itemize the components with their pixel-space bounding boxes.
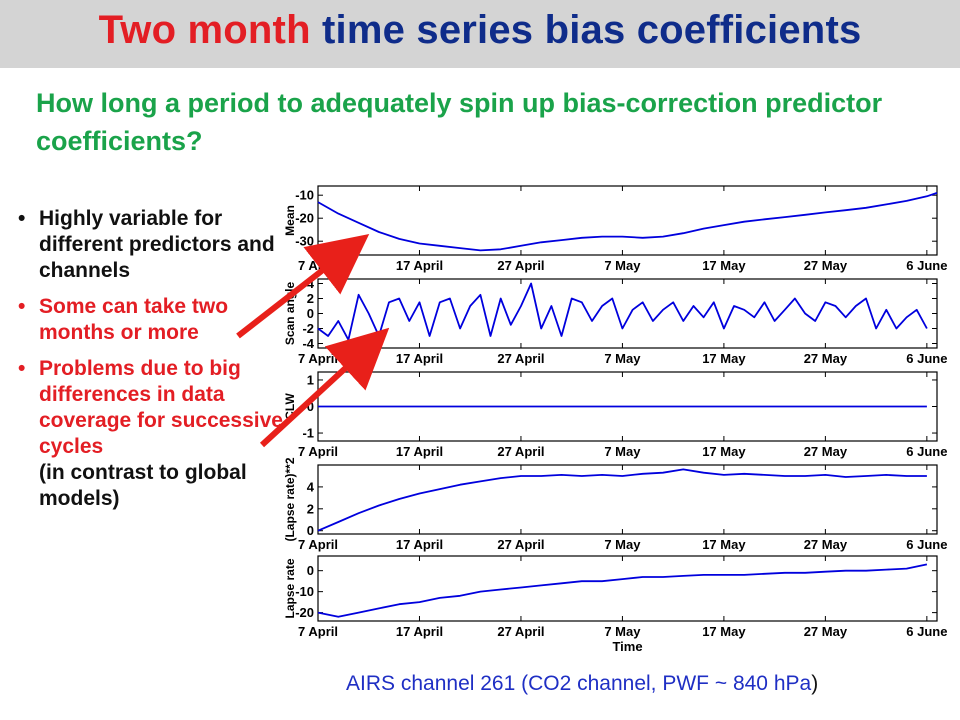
x-tick-label: 17 April xyxy=(396,537,443,552)
bullet-text: Some can take two months or more xyxy=(39,295,229,344)
chart-caption: AIRS channel 261 (CO2 channel, PWF ~ 840… xyxy=(346,672,818,696)
bullet-item: • Problems due to big differences in data… xyxy=(18,356,288,512)
x-tick-label: 7 April xyxy=(298,444,338,459)
x-tick-label: 17 May xyxy=(702,444,746,459)
bullet-text: Highly variable for different predictors… xyxy=(39,207,275,282)
title-red-part: Two month xyxy=(98,8,311,52)
y-tick-label: -20 xyxy=(295,605,314,620)
red-arrow-1 xyxy=(236,233,370,339)
x-tick-label: 7 May xyxy=(604,351,641,366)
title-bar xyxy=(0,0,960,68)
y-tick-label: -30 xyxy=(295,234,314,249)
x-axis-label: Time xyxy=(612,639,642,654)
bullet-item: • Some can take two months or more xyxy=(18,294,288,346)
y-tick-label: 0 xyxy=(307,399,314,414)
x-tick-label: 17 April xyxy=(396,624,443,639)
panel-frame xyxy=(317,185,938,256)
x-tick-label: 7 April xyxy=(298,624,338,639)
x-tick-label: 27 April xyxy=(497,258,544,273)
bullet-item: • Highly variable for different predictor… xyxy=(18,206,288,284)
x-tick-label: 27 May xyxy=(804,537,848,552)
y-axis-label: Lapse rate xyxy=(283,558,297,618)
x-tick-label: 27 May xyxy=(804,258,848,273)
caption-main: AIRS channel 261 (CO2 channel, PWF ~ 840… xyxy=(346,672,812,695)
panel-frame xyxy=(317,278,938,349)
x-tick-label: 17 April xyxy=(396,258,443,273)
y-tick-label: -10 xyxy=(295,188,314,203)
x-tick-label: 6 June xyxy=(906,444,947,459)
chart-panel: 0 -10 -20 7 April 17 April 27 April 7 May 17 Ma… xyxy=(283,555,947,654)
y-axis-label: (Lapse rate)**2 xyxy=(283,457,297,541)
x-tick-label: 7 April xyxy=(298,351,338,366)
x-tick-label: 6 June xyxy=(906,351,947,366)
series-line xyxy=(317,563,928,618)
x-tick-label: 27 April xyxy=(497,624,544,639)
x-tick-label: 27 May xyxy=(804,624,848,639)
caption-close: ) xyxy=(811,672,819,695)
x-tick-label: 17 April xyxy=(396,444,443,459)
red-arrow-2 xyxy=(259,327,390,448)
y-tick-label: 1 xyxy=(307,372,314,387)
x-tick-label: 27 May xyxy=(804,351,848,366)
x-tick-label: 27 April xyxy=(497,537,544,552)
series-line xyxy=(317,468,927,532)
x-tick-label: 6 June xyxy=(906,258,947,273)
y-tick-label: -10 xyxy=(295,584,314,599)
y-tick-label: -20 xyxy=(295,211,314,226)
x-tick-label: 17 May xyxy=(702,537,746,552)
y-tick-label: 2 xyxy=(307,291,314,306)
chart-panel: -10-20-307 April 17 April 27 April 7 May 17 … xyxy=(283,185,947,273)
chart-panel: 1 0 -1 7 April 17 April 27 April 7 May 17 May 27… xyxy=(283,371,947,459)
x-tick-label: 17 April xyxy=(396,351,443,366)
y-tick-label: 0 xyxy=(307,306,314,321)
x-tick-label: 17 May xyxy=(702,258,746,273)
series-line xyxy=(317,282,928,341)
x-tick-label: 7 May xyxy=(604,537,641,552)
x-tick-label: 7 May xyxy=(604,624,641,639)
x-tick-label: 17 May xyxy=(702,624,746,639)
bullet-note: (in contrast to global models) xyxy=(39,461,247,510)
y-tick-label: -1 xyxy=(302,426,314,441)
title-blue-part: time series bias coefficients xyxy=(310,8,862,52)
panel-frame xyxy=(317,555,938,622)
chart-panel: 4 2 07 April 17 April 27 April 7 May 17 May 27 … xyxy=(283,457,947,552)
x-tick-label: 7 May xyxy=(604,258,641,273)
y-tick-label: 2 xyxy=(307,501,314,516)
x-tick-label: 6 June xyxy=(906,537,947,552)
x-tick-label: 27 April xyxy=(497,444,544,459)
slide-subtitle: How long a period to adequately spin up … xyxy=(36,88,883,156)
x-tick-label: 27 May xyxy=(804,444,848,459)
x-tick-label: 7 May xyxy=(604,444,641,459)
bullet-dot: • xyxy=(18,207,26,230)
series-line xyxy=(317,192,938,252)
y-tick-label: 4 xyxy=(307,479,315,494)
bullet-list: • Highly variable for different predictor… xyxy=(18,206,288,522)
x-tick-label: 17 May xyxy=(702,351,746,366)
bullet-text: Problems due to big differences in data … xyxy=(39,357,283,458)
x-tick-label: 27 April xyxy=(497,351,544,366)
panel-frame xyxy=(317,464,938,535)
y-axis-label: Mean xyxy=(283,205,297,236)
x-tick-label: 6 June xyxy=(906,624,947,639)
slide-title: Two month time series bias coefficients xyxy=(0,8,960,53)
x-tick-label: 7 April xyxy=(298,537,338,552)
y-tick-label: -2 xyxy=(302,321,314,336)
bullet-dot: • xyxy=(18,357,26,380)
bullet-dot: • xyxy=(18,295,26,318)
y-tick-label: 0 xyxy=(307,563,314,578)
y-tick-label: 0 xyxy=(307,523,314,538)
y-tick-label: -4 xyxy=(302,336,314,351)
